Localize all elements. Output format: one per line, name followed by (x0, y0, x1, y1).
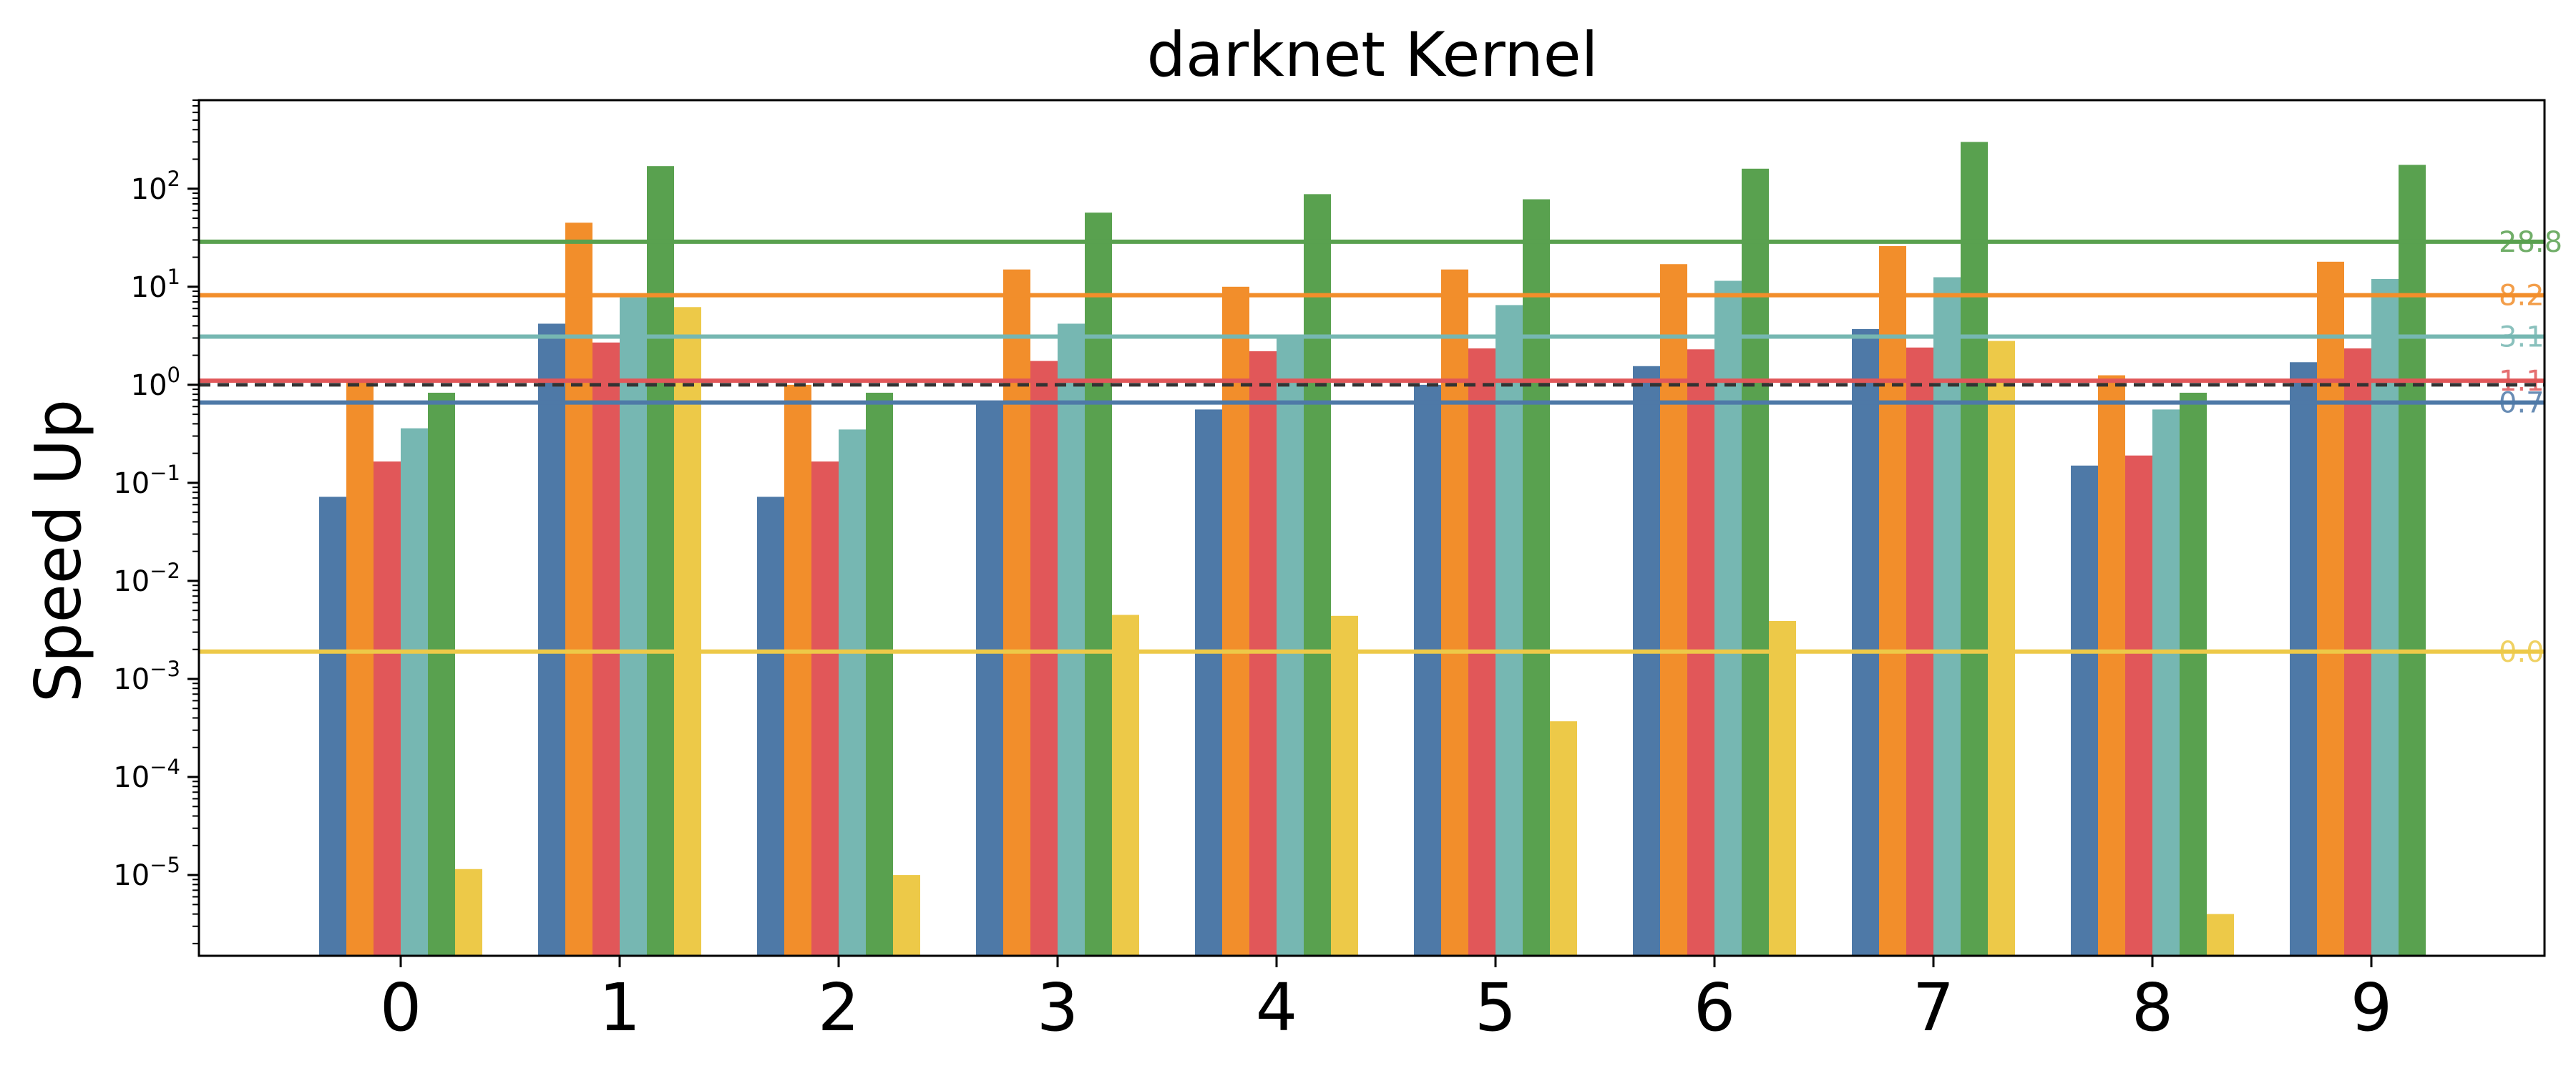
bar-series-0-cat-3 (976, 401, 1003, 956)
bar-series-1-cat-0 (346, 382, 374, 956)
x-tick-label-5: 5 (1475, 969, 1517, 1046)
bar-series-4-cat-6 (1742, 168, 1769, 956)
y-tick-label-2: 10−3 (113, 657, 180, 696)
reference-line-label-3: 1.1 (2499, 365, 2545, 398)
plot-frame (197, 99, 2546, 957)
y-tick-label-6: 101 (131, 265, 180, 304)
bar-series-3-cat-6 (1714, 280, 1742, 956)
bar-series-1-cat-7 (1879, 245, 1906, 956)
bar-series-0-cat-6 (1633, 366, 1660, 956)
reference-line-label-0: 28.8 (2499, 226, 2562, 259)
y-tick-label-0: 10−5 (113, 853, 180, 892)
bar-series-3-cat-9 (2371, 278, 2399, 956)
bar-series-3-cat-5 (1496, 305, 1523, 956)
bar-series-3-cat-2 (839, 429, 866, 956)
y-tick-label-5: 100 (131, 363, 180, 402)
bar-series-5-cat-4 (1331, 615, 1358, 956)
x-tick-label-6: 6 (1694, 969, 1736, 1046)
bar-series-4-cat-1 (647, 166, 674, 956)
bar-series-1-cat-9 (2317, 261, 2344, 956)
x-tick-label-8: 8 (2132, 969, 2174, 1046)
bar-series-3-cat-0 (401, 428, 428, 956)
bar-series-5-cat-7 (1988, 341, 2015, 956)
bar-series-4-cat-7 (1961, 142, 1988, 956)
reference-line-label-1: 8.2 (2499, 280, 2545, 313)
bar-series-0-cat-5 (1414, 384, 1441, 956)
bar-series-3-cat-1 (620, 297, 647, 956)
x-tick-label-0: 0 (380, 969, 422, 1046)
bar-series-0-cat-1 (538, 323, 565, 956)
bar-series-4-cat-3 (1085, 212, 1112, 957)
bar-series-3-cat-4 (1277, 335, 1304, 956)
bar-series-0-cat-8 (2071, 465, 2098, 956)
reference-line-label-4: 0.7 (2499, 387, 2545, 420)
y-axis-label: Speed Up (21, 399, 95, 703)
x-tick-label-4: 4 (1256, 969, 1298, 1046)
bar-series-1-cat-2 (784, 384, 811, 956)
bar-series-2-cat-3 (1030, 361, 1058, 956)
bar-series-5-cat-2 (893, 875, 920, 956)
bar-series-2-cat-1 (592, 342, 620, 956)
reference-line-label-2: 3.1 (2499, 321, 2545, 354)
y-tick-label-3: 10−2 (113, 559, 180, 598)
reference-line-label-5: 0.0 (2499, 636, 2545, 669)
bar-series-0-cat-2 (757, 497, 784, 956)
bar-series-3-cat-8 (2152, 409, 2180, 956)
plot-area: 28.8 8.2 3.1 1.10.7 0.0 10−5 10−4 10−3 10−2 10−1 1… (113, 99, 2562, 1046)
bar-series-3-cat-7 (1933, 277, 1961, 957)
bar-series-1-cat-3 (1003, 269, 1030, 956)
bar-series-2-cat-2 (811, 461, 839, 956)
bar-series-4-cat-9 (2399, 165, 2426, 956)
bar-series-5-cat-3 (1112, 615, 1139, 956)
bar-series-4-cat-8 (2180, 392, 2207, 956)
y-tick-label-7: 102 (131, 167, 180, 206)
bar-series-0-cat-9 (2290, 362, 2317, 957)
bar-series-1-cat-5 (1441, 269, 1468, 956)
bar-series-2-cat-8 (2125, 455, 2152, 956)
x-tick-label-1: 1 (599, 969, 641, 1046)
bar-series-1-cat-6 (1660, 264, 1687, 956)
bar-series-0-cat-4 (1195, 409, 1222, 956)
bar-series-5-cat-1 (674, 307, 701, 956)
bar-series-5-cat-6 (1769, 620, 1796, 956)
x-tick-label-7: 7 (1913, 969, 1955, 1046)
chart-title: darknet Kernel (1146, 19, 1598, 91)
bar-series-5-cat-5 (1550, 721, 1577, 956)
x-tick-label-2: 2 (818, 969, 860, 1046)
bar-series-4-cat-5 (1523, 199, 1550, 956)
bar-series-0-cat-0 (319, 497, 346, 956)
bar-series-1-cat-8 (2098, 375, 2125, 956)
x-tick-label-9: 9 (2351, 969, 2393, 1046)
x-tick-label-3: 3 (1037, 969, 1079, 1046)
bar-series-2-cat-0 (374, 461, 401, 956)
bar-series-4-cat-4 (1304, 194, 1331, 956)
bar-series-5-cat-0 (455, 869, 482, 956)
bar-series-4-cat-0 (428, 392, 455, 956)
bar-series-5-cat-8 (2207, 914, 2234, 956)
y-tick-label-1: 10−4 (113, 755, 180, 794)
bar-series-3-cat-3 (1058, 323, 1085, 956)
bar-series-4-cat-2 (866, 392, 893, 956)
bar-series-0-cat-7 (1852, 328, 1879, 956)
y-tick-label-4: 10−1 (113, 461, 180, 500)
bar-series-1-cat-1 (565, 222, 592, 957)
bar-series-1-cat-4 (1222, 286, 1249, 957)
